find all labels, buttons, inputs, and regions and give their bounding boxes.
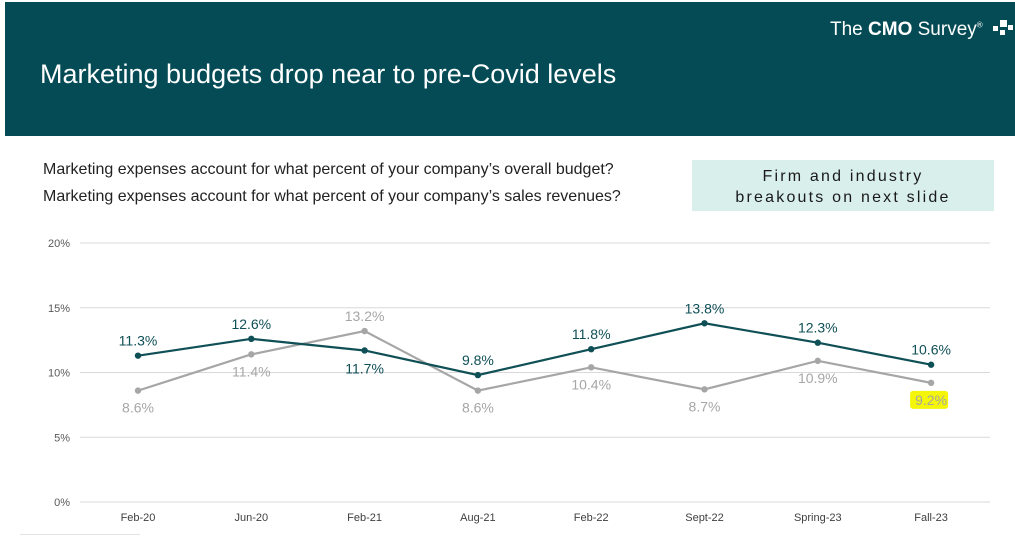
y-tick-label: 20%	[48, 238, 70, 250]
data-label-budget: 10.6%	[911, 342, 951, 358]
breakouts-callout: Firm and industry breakouts on next slid…	[692, 160, 994, 211]
data-point-revenue	[134, 387, 142, 394]
data-label-budget: 9.8%	[462, 352, 494, 368]
data-label-budget: 13.8%	[685, 300, 725, 316]
data-point-budget	[701, 320, 708, 327]
x-tick-label: Aug-21	[460, 512, 495, 524]
y-tick-label: 15%	[48, 303, 70, 315]
brand-prefix: The	[830, 19, 869, 40]
data-label-revenue: 9.2%	[915, 392, 947, 408]
x-tick-label: Feb-20	[121, 512, 156, 524]
x-tick-label: Feb-22	[574, 512, 609, 524]
data-point-revenue	[474, 387, 482, 394]
data-label-revenue: 10.9%	[798, 370, 838, 386]
y-tick-label: 5%	[54, 432, 70, 444]
x-tick-label: Sept-22	[685, 512, 724, 524]
question-budget: Marketing expenses account for what perc…	[43, 161, 614, 178]
callout-line-2: breakouts on next slide	[735, 189, 951, 206]
brand-squares-icon	[993, 20, 1015, 40]
data-point-budget	[927, 361, 935, 368]
data-label-budget: 11.8%	[572, 326, 611, 342]
data-point-revenue	[814, 357, 821, 365]
data-label-budget: 12.6%	[231, 316, 271, 332]
data-label-revenue: 8.6%	[462, 400, 494, 416]
brand-bold: CMO	[868, 19, 913, 40]
data-label-revenue: 8.7%	[689, 398, 721, 414]
callout-line-1: Firm and industry	[762, 168, 924, 185]
data-point-budget	[361, 347, 368, 354]
data-point-budget	[588, 345, 595, 353]
series-line-budget	[137, 322, 932, 377]
y-tick-label: 0%	[54, 497, 70, 509]
series-line-revenue	[137, 329, 932, 392]
data-label-budget: 11.3%	[119, 333, 158, 349]
brand-suffix: Survey	[912, 19, 977, 40]
data-point-revenue	[361, 327, 368, 335]
y-tick-label: 10%	[48, 368, 70, 380]
data-point-budget	[474, 371, 482, 379]
data-point-budget	[248, 335, 255, 343]
data-point-revenue	[248, 351, 255, 358]
data-label-budget: 11.7%	[345, 360, 384, 376]
brand-logo: The CMO Survey®	[830, 19, 983, 41]
x-tick-label: Feb-21	[347, 512, 382, 524]
registered-mark: ®	[976, 20, 983, 30]
question-revenue: Marketing expenses account for what perc…	[43, 188, 621, 205]
header-banner	[5, 2, 1015, 136]
data-point-budget	[814, 339, 821, 346]
data-point-budget	[134, 352, 142, 359]
x-tick-label: Fall-23	[914, 512, 948, 524]
highlight-marker	[910, 390, 949, 409]
x-tick-label: Spring-23	[794, 512, 842, 524]
data-label-revenue: 11.4%	[232, 363, 271, 379]
data-label-revenue: 8.6%	[122, 400, 154, 416]
page-title: Marketing budgets drop near to pre-Covid…	[40, 59, 617, 89]
data-point-revenue	[701, 386, 708, 393]
data-label-budget: 12.3%	[798, 320, 838, 336]
x-tick-label: Jun-20	[234, 512, 268, 524]
data-label-revenue: 13.2%	[345, 308, 385, 324]
data-point-revenue	[588, 364, 595, 371]
data-label-revenue: 10.4%	[571, 376, 611, 392]
footer-divider	[20, 534, 140, 535]
data-point-revenue	[927, 379, 935, 387]
